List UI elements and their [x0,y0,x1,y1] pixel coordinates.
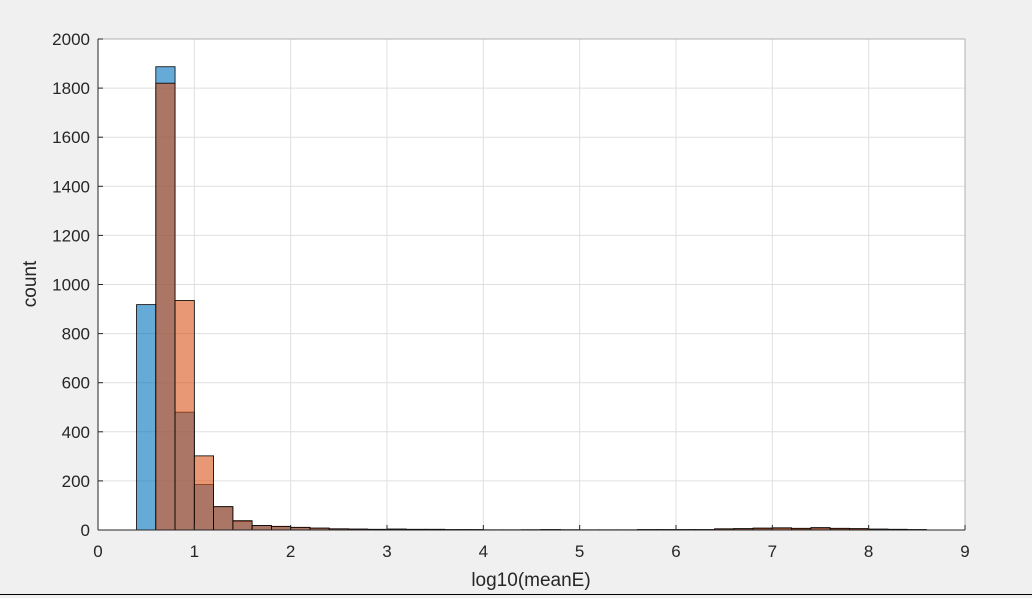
x-tick-label: 1 [190,542,199,561]
histogram-bar [193,455,214,531]
histogram-bar [136,304,157,531]
x-tick-label: 4 [479,542,488,561]
histogram-bar [232,520,253,531]
y-tick-label: 1200 [52,226,90,245]
y-tick-label: 1600 [52,128,90,147]
y-tick-label: 600 [62,374,90,393]
y-tick-label: 1000 [52,276,90,295]
y-tick-label: 400 [62,423,90,442]
y-tick-label: 1400 [52,177,90,196]
histogram-bar [174,300,195,531]
y-tick-label: 0 [81,521,90,540]
y-tick-label: 800 [62,325,90,344]
x-tick-label: 7 [768,542,777,561]
x-tick-label: 5 [575,542,584,561]
x-tick-label: 6 [671,542,680,561]
x-axis-label: log10(meanE) [471,570,590,591]
y-ticks: 0 200 400 600 800 1000 1200 1400 1600 1800 2000 [52,30,103,540]
histogram-bar [213,506,234,531]
x-tick-label: 8 [864,542,873,561]
histogram-bar [155,82,176,531]
y-axis-label: count [20,260,41,307]
histogram-bar [270,525,292,531]
x-tick-label: 3 [382,542,391,561]
x-ticks: 0 1 2 3 4 5 6 7 8 9 [93,525,970,561]
y-tick-label: 2000 [52,30,90,49]
y-tick-label: 200 [62,472,90,491]
y-tick-label: 1800 [52,79,90,98]
x-tick-label: 2 [286,542,295,561]
window-bottom-border [0,594,1032,595]
x-tick-label: 9 [960,542,969,561]
histogram-bar [251,525,272,531]
x-tick-label: 0 [93,542,102,561]
